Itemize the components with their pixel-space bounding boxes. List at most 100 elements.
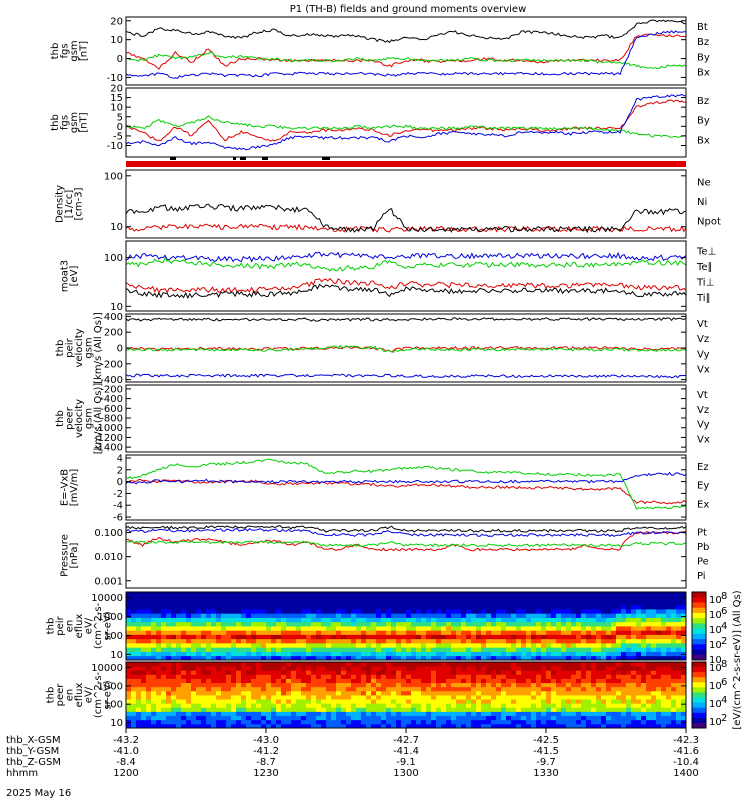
spectrogram-cell xyxy=(626,609,632,614)
spectrogram-cell xyxy=(196,592,202,597)
spectrogram-cell xyxy=(201,662,207,667)
spectrogram-cell xyxy=(436,707,442,712)
spectrogram-cell xyxy=(401,666,407,671)
spectrogram-cell xyxy=(261,662,267,667)
spectrogram-cell xyxy=(526,678,532,684)
spectrogram-cell xyxy=(661,711,667,717)
spectrogram-cell xyxy=(226,686,232,692)
spectrogram-cell xyxy=(271,592,277,597)
spectrogram-cell xyxy=(501,703,507,708)
spectrogram-cell xyxy=(561,719,567,725)
spectrogram-cell xyxy=(406,655,412,661)
spectrogram-cell xyxy=(231,715,237,721)
y-axis-label: [nT] xyxy=(78,112,89,132)
spectrogram-cell xyxy=(646,655,652,661)
spectrogram-cell xyxy=(441,678,447,684)
spectrogram-cell xyxy=(456,604,462,610)
spectrogram-cell xyxy=(541,715,547,721)
spectrogram-cell xyxy=(661,621,667,627)
colorbar-frame xyxy=(691,591,707,661)
spectrogram-cell xyxy=(491,651,497,657)
spectrogram-cell xyxy=(646,600,652,606)
spectrogram-cell xyxy=(551,662,557,667)
spectrogram-cell xyxy=(631,715,637,721)
spectrogram-cell xyxy=(506,686,512,692)
spectrogram-cell xyxy=(506,630,512,635)
spectrogram-cell xyxy=(411,651,417,657)
spectrogram-cell xyxy=(341,695,347,700)
spectrogram-cell xyxy=(576,630,582,635)
spectrogram-cell xyxy=(551,647,557,652)
spectrogram-cell xyxy=(511,592,517,597)
spectrogram-cell xyxy=(266,634,272,640)
spectrogram-cell xyxy=(501,723,507,729)
spectrogram-cell xyxy=(276,621,282,627)
spectrogram-cell xyxy=(356,723,362,729)
spectrogram-cell xyxy=(321,651,327,657)
spectrogram-cell xyxy=(296,686,302,692)
spectrogram-cell xyxy=(246,719,252,725)
spectrogram-cell xyxy=(321,695,327,700)
y-tick-label: 0.010 xyxy=(94,552,123,563)
spectrogram-cell xyxy=(141,703,147,708)
spectrogram-cell xyxy=(326,719,332,725)
spectrogram-cell xyxy=(326,662,332,667)
spectrogram-cell xyxy=(491,678,497,684)
colorbar-tick-label: 10 xyxy=(709,663,722,674)
spectrogram-cell xyxy=(186,655,192,661)
spectrogram-cell xyxy=(351,678,357,684)
spectrogram-cell xyxy=(531,678,537,684)
spectrogram-cell xyxy=(246,643,252,648)
spectrogram-cell xyxy=(211,711,217,717)
spectrogram-cell xyxy=(366,617,372,623)
spectrogram-cell xyxy=(506,666,512,671)
spectrogram-cell xyxy=(591,682,597,688)
spectrogram-cell xyxy=(656,634,662,640)
spectrogram-cell xyxy=(606,613,612,618)
spectrogram-cell xyxy=(336,695,342,700)
spectrogram-cell xyxy=(291,630,297,635)
spectrogram-cell xyxy=(196,613,202,618)
spectrogram-cell xyxy=(541,651,547,657)
spectrogram-cell xyxy=(596,596,602,601)
spectrogram-cell xyxy=(561,662,567,667)
spectrogram-cell xyxy=(161,699,167,704)
spectrogram-cell xyxy=(271,617,277,623)
spectrogram-cell xyxy=(526,715,532,721)
spectrogram-cell xyxy=(271,703,277,708)
spectrogram-cell xyxy=(506,617,512,623)
spectrogram-cell xyxy=(191,723,197,729)
spectrogram-cell xyxy=(626,690,632,696)
spectrogram-cell xyxy=(386,686,392,692)
spectrogram-cell xyxy=(501,604,507,610)
spectrogram-cell xyxy=(481,596,487,601)
spectrogram-cell xyxy=(461,617,467,623)
spectrogram-cell xyxy=(136,592,142,597)
spectrogram-cell xyxy=(256,647,262,652)
spectrogram-cell xyxy=(311,634,317,640)
spectrogram-cell xyxy=(296,670,302,675)
spectrogram-cell xyxy=(211,695,217,700)
spectrogram-cell xyxy=(566,719,572,725)
spectrogram-cell xyxy=(591,592,597,597)
spectrogram-cell xyxy=(401,638,407,644)
spectrogram-cell xyxy=(266,617,272,623)
spectrogram-cell xyxy=(196,715,202,721)
spectrogram-cell xyxy=(436,630,442,635)
spectrogram-cell xyxy=(316,609,322,614)
spectrogram-cell xyxy=(561,617,567,623)
spectrogram-cell xyxy=(206,690,212,696)
spectrogram-cell xyxy=(526,613,532,618)
spectrogram-cell xyxy=(681,703,687,708)
spectrogram-cell xyxy=(146,715,152,721)
spectrogram-cell xyxy=(296,707,302,712)
spectrogram-cell xyxy=(431,686,437,692)
spectrogram-cell xyxy=(486,600,492,606)
spectrogram-cell xyxy=(571,699,577,704)
spectrogram-cell xyxy=(246,626,252,631)
spectrogram-cell xyxy=(326,674,332,679)
spectrogram-cell xyxy=(531,609,537,614)
spectrogram-cell xyxy=(206,634,212,640)
spectrogram-cell xyxy=(366,592,372,597)
spectrogram-cell xyxy=(256,596,262,601)
